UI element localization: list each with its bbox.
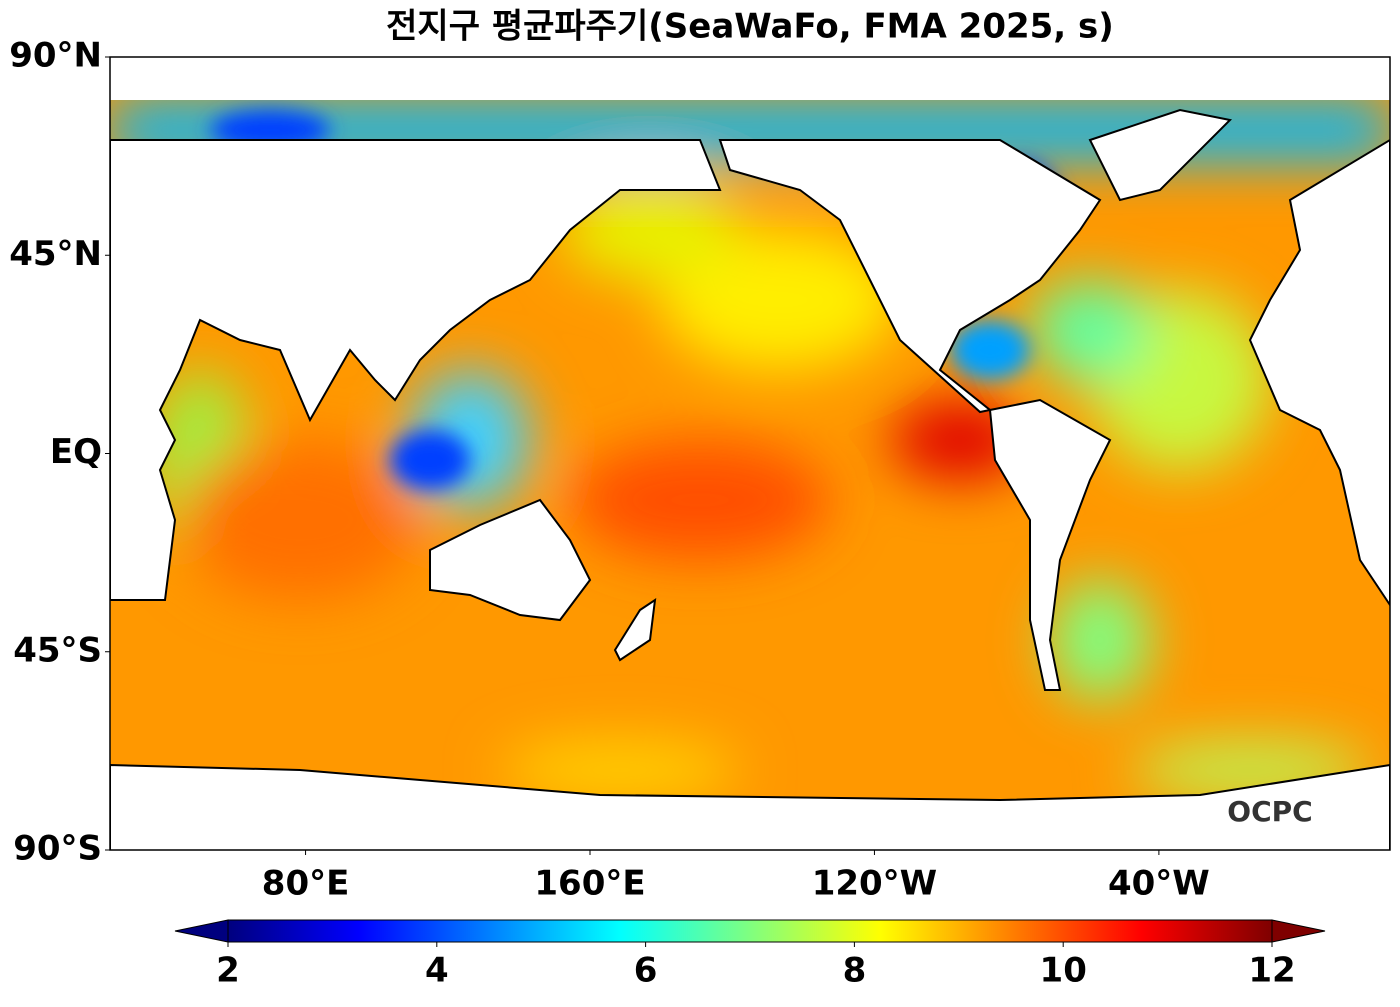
land <box>110 108 1390 850</box>
colorbar-scale <box>228 920 1272 942</box>
map-title: 전지구 평균파주기(SeaWaFo, FMA 2025, s) <box>386 7 1114 47</box>
x-tick-label: 120°W <box>812 864 937 904</box>
map-field <box>110 57 1390 850</box>
y-tick-label: 45°N <box>9 234 102 274</box>
y-tick-label: 90°N <box>9 36 102 76</box>
colorbar-extend-low <box>174 919 229 943</box>
logo: OCPC <box>1227 795 1312 828</box>
colorbar-tick-label: 10 <box>1040 951 1087 991</box>
x-tick-label: 160°E <box>534 864 645 904</box>
x-tick-label: 80°E <box>262 864 350 904</box>
colorbar-frame <box>227 919 1273 943</box>
y-tick-label: 90°S <box>13 829 102 869</box>
colorbar-tick-label: 12 <box>1248 951 1295 991</box>
x-tick-label: 40°W <box>1108 864 1210 904</box>
y-tick-label: 45°S <box>13 630 102 670</box>
colorbar-tick-label: 2 <box>216 951 240 991</box>
colorbar-tick-label: 4 <box>425 951 449 991</box>
y-tick-label: EQ <box>50 432 102 472</box>
colorbar-tick-label: 8 <box>843 951 867 991</box>
colorbar-extend-high <box>1271 919 1326 943</box>
colorbar-tick-label: 6 <box>634 951 658 991</box>
